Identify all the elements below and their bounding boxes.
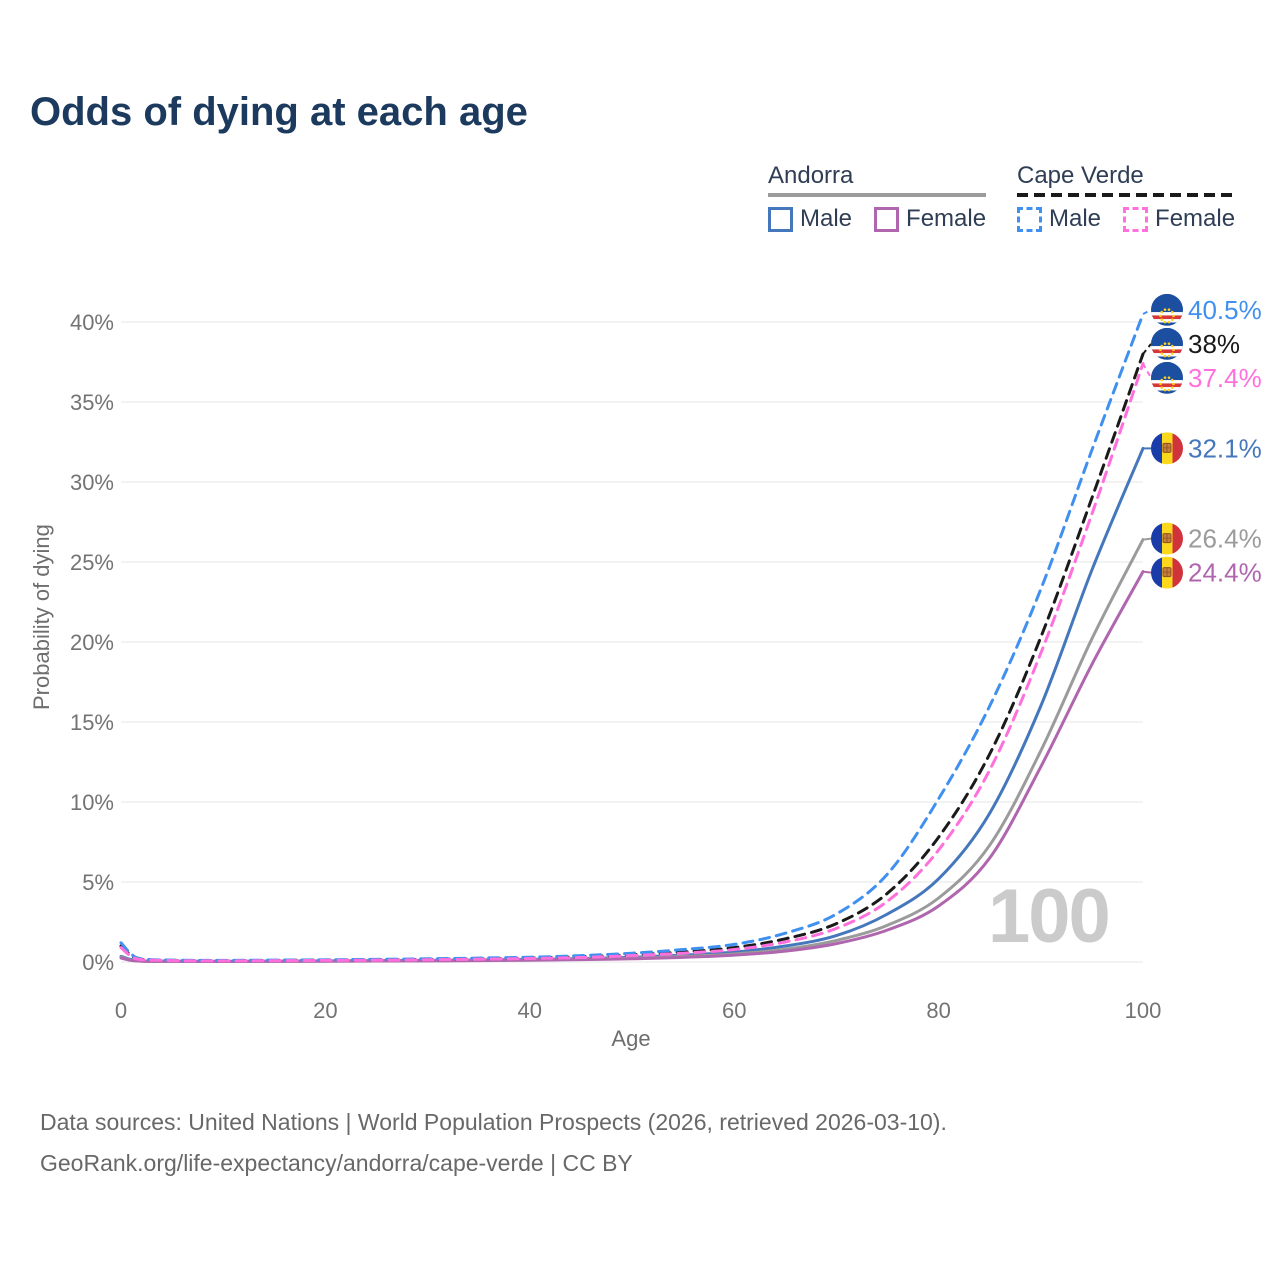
swatch-cape-verde-male [1017, 206, 1042, 232]
x-tick-label: 40 [518, 998, 542, 1023]
label-connector [1142, 363, 1152, 379]
cape-verde-flag-icon [1151, 327, 1183, 360]
y-tick-label: 35% [70, 390, 114, 415]
label-connector [1142, 343, 1152, 355]
x-tick-label: 20 [313, 998, 337, 1023]
end-value-label-cape-verde-male: 40.5% [1188, 295, 1262, 325]
end-value-label-andorra-both-sexes: 26.4% [1188, 524, 1262, 554]
legend-item-cape-verde-female[interactable]: Female [1123, 205, 1235, 233]
legend-country-label: Cape Verde [1017, 162, 1144, 189]
legend-item-label: Male [1049, 205, 1102, 232]
y-tick-label: 40% [70, 310, 114, 335]
x-tick-label: 80 [926, 998, 950, 1023]
andorra-flag-icon [1151, 522, 1183, 555]
x-tick-label: 0 [115, 998, 127, 1023]
cape-verde-flag-icon [1151, 293, 1183, 326]
legend-country-cape-verde[interactable]: Cape Verde [1017, 162, 1236, 197]
series-line-cape-verde-female[interactable] [119, 362, 1145, 963]
swatch-cape-verde-female [1123, 206, 1149, 232]
y-tick-label: 30% [70, 470, 114, 495]
y-tick-label: 25% [70, 550, 114, 575]
andorra-flag-icon [1151, 556, 1183, 589]
x-tick-label: 60 [722, 998, 746, 1023]
end-value-label-andorra-female: 24.4% [1188, 558, 1262, 588]
footer: Data sources: United Nations | World Pop… [40, 1102, 947, 1184]
swatch-andorra-male [768, 206, 793, 232]
legend-items-cape-verde: Male Female [1017, 205, 1235, 233]
legend-item-label: Male [800, 205, 853, 232]
y-tick-label: 10% [70, 790, 114, 815]
legend-group-andorra: Andorra Male Female [768, 162, 987, 233]
legend-underline-cape-verde [1017, 193, 1236, 197]
series-line-cape-verde-both-sexes[interactable] [119, 352, 1145, 963]
series-line-andorra-both-sexes[interactable] [119, 538, 1145, 963]
legend-group-cape-verde: Cape Verde Male Female [1017, 162, 1236, 233]
y-tick-label: 15% [70, 710, 114, 735]
end-value-label-cape-verde-female: 37.4% [1188, 363, 1262, 393]
hover-age-watermark: 100 [988, 874, 1111, 959]
legend-country-label: Andorra [768, 162, 854, 189]
legend-country-andorra[interactable]: Andorra [768, 162, 987, 197]
x-tick-label: 100 [1125, 998, 1162, 1023]
end-value-label-cape-verde-both-sexes: 38% [1188, 329, 1240, 359]
label-connector [1142, 537, 1152, 541]
footer-attribution-link[interactable]: GeoRank.org/life-expectancy/andorra/cape… [40, 1150, 633, 1176]
y-tick-label: 0% [82, 950, 114, 975]
x-axis-title: Age [611, 1026, 651, 1051]
cape-verde-flag-icon [1151, 361, 1183, 394]
label-connector [1142, 309, 1152, 315]
end-value-label-andorra-male: 32.1% [1188, 433, 1262, 463]
legend-underline-andorra [768, 193, 987, 197]
series-line-cape-verde-male[interactable] [119, 312, 1145, 962]
andorra-flag-icon [1151, 432, 1183, 465]
series-line-andorra-female[interactable] [119, 570, 1145, 964]
legend-item-cape-verde-male[interactable]: Male [1017, 205, 1101, 233]
label-connector [1142, 570, 1152, 574]
y-tick-label: 20% [70, 630, 114, 655]
legend-items-andorra: Male Female [768, 205, 986, 233]
footer-data-sources: Data sources: United Nations | World Pop… [40, 1109, 947, 1135]
legend-item-label: Female [1155, 205, 1236, 232]
swatch-andorra-female [874, 206, 900, 232]
y-tick-label: 5% [82, 870, 114, 895]
legend-item-label: Female [906, 205, 987, 232]
page-title: Odds of dying at each age [30, 90, 528, 134]
legend-item-andorra-male[interactable]: Male [768, 205, 852, 233]
legend-item-andorra-female[interactable]: Female [874, 205, 986, 233]
